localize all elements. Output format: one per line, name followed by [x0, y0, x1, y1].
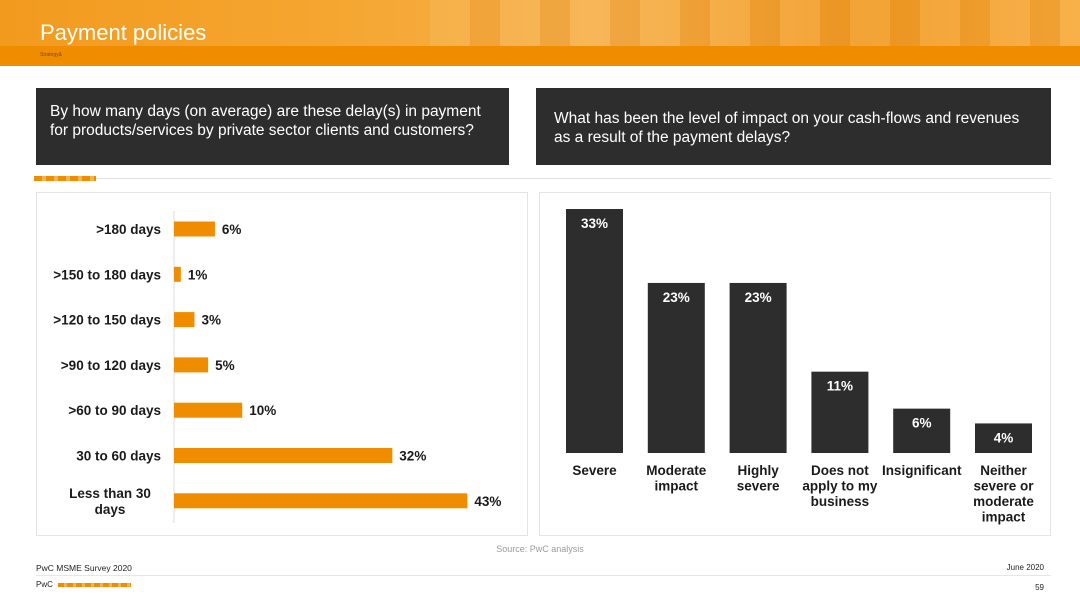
- hbar-value-label: 3%: [201, 313, 221, 328]
- hbar-bar: [174, 312, 195, 328]
- vbar-bar: [811, 371, 869, 453]
- question-box-right: What has been the level of impact on you…: [536, 88, 1051, 165]
- vbar-bar: [566, 209, 623, 453]
- hbar-bar: [174, 402, 243, 418]
- vbar-category-label: Moderate impact: [646, 463, 707, 494]
- vbar-value-label: 6%: [912, 416, 932, 431]
- footer-accent-bar: [58, 583, 131, 587]
- page-number: 59: [1035, 583, 1044, 592]
- vbar-category-label: Neither severe or moderate impact: [973, 463, 1034, 525]
- hbar-category-label: >150 to 180 days: [53, 267, 161, 282]
- vbar-value-label: 23%: [745, 290, 772, 305]
- hbar-bar: [174, 493, 468, 509]
- vbar-bar: [893, 408, 951, 453]
- vbar-value-label: 33%: [581, 216, 608, 231]
- vbar-category-label: Highly severe: [737, 463, 780, 494]
- vbar-category-label: Insignificant: [882, 463, 962, 478]
- vbar-category-label: Severe: [572, 463, 617, 478]
- hbar-value-label: 6%: [222, 222, 242, 237]
- hbar-bar: [174, 357, 209, 373]
- hbar-category-label: >180 days: [96, 222, 161, 237]
- hbar-value-label: 32%: [399, 449, 426, 464]
- footer-brand: PwC: [36, 580, 53, 589]
- vbar-value-label: 4%: [994, 430, 1014, 445]
- vbar-value-label: 11%: [827, 379, 853, 394]
- header-subtitle: Strategy&: [40, 52, 62, 58]
- hbar-category-label: >90 to 120 days: [61, 358, 161, 373]
- hbar-bar: [174, 448, 393, 463]
- footer-date: June 2020: [1006, 563, 1044, 572]
- vbar-bar: [975, 423, 1032, 453]
- source-note: Source: PwC analysis: [496, 544, 584, 554]
- hbar-category-label: >120 to 150 days: [53, 313, 161, 328]
- vbar-bar: [729, 282, 787, 453]
- hbar-category-label: 30 to 60 days: [76, 449, 161, 464]
- delay-days-chart-panel: 6% >180 days 1% >150 to 180 days 3% >120 to 1…: [36, 192, 528, 536]
- hbar-category-label: >60 to 90 days: [68, 403, 161, 418]
- hbar-bar: [174, 221, 215, 237]
- hbar-value-label: 43%: [474, 494, 501, 509]
- hbar-value-label: 10%: [249, 403, 276, 418]
- divider-accent: [34, 176, 96, 181]
- vbar-value-label: 23%: [663, 290, 690, 305]
- vbar-category-label: Does not apply to my business: [802, 463, 878, 509]
- page-title: Payment policies: [40, 20, 207, 45]
- footer-survey: PwC MSME Survey 2020: [36, 563, 132, 573]
- vbar-bar: [647, 282, 705, 453]
- delay-days-chart: 6% >180 days 1% >150 to 180 days 3% >120 to 1…: [53, 211, 501, 523]
- hbar-value-label: 5%: [215, 358, 235, 373]
- footer-divider: [36, 575, 1051, 576]
- question-box-left: By how many days (on average) are these …: [36, 88, 509, 165]
- hbar-bar: [174, 266, 181, 282]
- hbar-category-label: Less than 30 days: [69, 486, 151, 517]
- hbar-value-label: 1%: [188, 267, 208, 282]
- impact-chart-panel: 33% Severe 23% Moderate impact 23% Highly sever…: [539, 192, 1051, 536]
- section-divider: [36, 178, 1051, 179]
- impact-chart: 33% Severe 23% Moderate impact 23% Highly sever…: [566, 209, 1034, 525]
- header-banner: Payment policies Strategy&: [0, 0, 1080, 66]
